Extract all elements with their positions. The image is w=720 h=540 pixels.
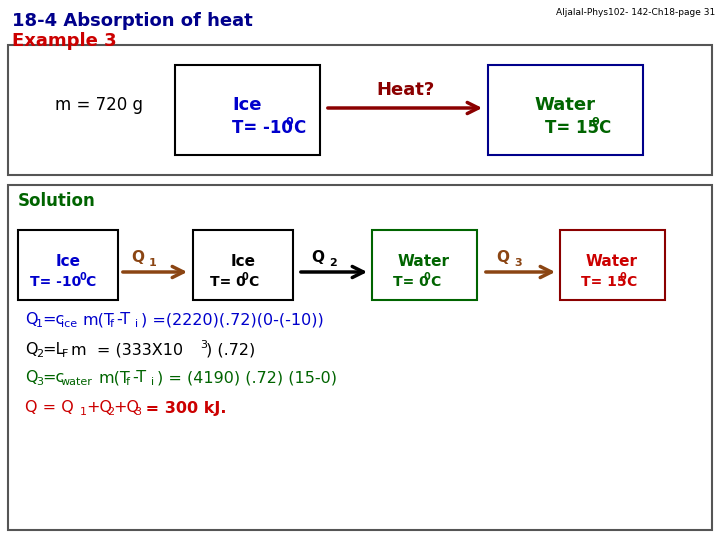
Text: m = 720 g: m = 720 g (55, 96, 143, 114)
Text: C: C (430, 275, 440, 289)
Text: m(T: m(T (98, 370, 130, 386)
Text: Q: Q (497, 251, 510, 266)
Text: C: C (248, 275, 258, 289)
Text: Water: Water (534, 96, 595, 114)
FancyBboxPatch shape (488, 65, 643, 155)
Text: Ice: Ice (55, 254, 81, 269)
Text: f: f (110, 319, 114, 329)
Text: 3: 3 (514, 258, 521, 268)
Text: ) (.72): ) (.72) (206, 342, 256, 357)
Text: C: C (626, 275, 636, 289)
Text: ) =(2220)(.72)(0-(-10)): ) =(2220)(.72)(0-(-10)) (141, 313, 324, 327)
Text: =L: =L (42, 342, 64, 357)
Text: 2: 2 (107, 407, 114, 417)
Text: 1: 1 (149, 258, 157, 268)
Text: T= -10: T= -10 (232, 119, 293, 137)
FancyBboxPatch shape (560, 230, 665, 300)
Text: T= 0: T= 0 (210, 275, 246, 289)
Text: 18-4 Absorption of heat: 18-4 Absorption of heat (12, 12, 253, 30)
Text: +Q: +Q (113, 401, 139, 415)
Text: 0: 0 (620, 272, 626, 282)
Text: Ice: Ice (233, 96, 262, 114)
Text: T= -10: T= -10 (30, 275, 81, 289)
Text: ) = (4190) (.72) (15-0): ) = (4190) (.72) (15-0) (157, 370, 337, 386)
Text: 3: 3 (134, 407, 141, 417)
FancyBboxPatch shape (372, 230, 477, 300)
Text: 1: 1 (36, 319, 43, 329)
Text: f: f (126, 377, 130, 387)
Text: Water: Water (398, 254, 450, 269)
Text: C: C (598, 119, 611, 137)
Text: Q: Q (25, 313, 37, 327)
Text: 3: 3 (200, 340, 207, 350)
Text: m(T: m(T (82, 313, 114, 327)
Text: 0: 0 (424, 272, 431, 282)
FancyBboxPatch shape (175, 65, 320, 155)
Text: Q = Q: Q = Q (25, 401, 73, 415)
Text: Q: Q (132, 251, 145, 266)
Text: -T: -T (132, 370, 146, 386)
Text: T= 15: T= 15 (581, 275, 626, 289)
Text: T= 15: T= 15 (545, 119, 599, 137)
Text: 0: 0 (286, 117, 294, 127)
Text: 1: 1 (80, 407, 87, 417)
Text: =c: =c (42, 313, 64, 327)
FancyBboxPatch shape (8, 45, 712, 175)
Text: Ice: Ice (230, 254, 256, 269)
Text: 0: 0 (79, 272, 86, 282)
Text: T= 0: T= 0 (393, 275, 428, 289)
Text: = 300 kJ.: = 300 kJ. (140, 401, 227, 415)
Text: =c: =c (42, 370, 64, 386)
Text: Solution: Solution (18, 192, 96, 210)
Text: Q: Q (25, 342, 37, 357)
Text: 0: 0 (242, 272, 248, 282)
Text: m  = (333X10: m = (333X10 (71, 342, 183, 357)
Text: +Q: +Q (86, 401, 112, 415)
Text: Example 3: Example 3 (12, 32, 117, 50)
Text: i: i (151, 377, 154, 387)
Text: 3: 3 (36, 377, 43, 387)
Text: Q: Q (25, 370, 37, 386)
Text: 2: 2 (329, 258, 337, 268)
Text: ice: ice (61, 319, 77, 329)
Text: Aljalal-Phys102- 142-Ch18-page 31: Aljalal-Phys102- 142-Ch18-page 31 (556, 8, 715, 17)
Text: F: F (62, 349, 68, 359)
Text: 0: 0 (591, 117, 598, 127)
Text: C: C (85, 275, 95, 289)
Text: Water: Water (586, 254, 638, 269)
Text: C: C (293, 119, 305, 137)
FancyBboxPatch shape (8, 185, 712, 530)
Text: 2: 2 (36, 349, 43, 359)
FancyBboxPatch shape (193, 230, 293, 300)
Text: water: water (61, 377, 93, 387)
Text: i: i (135, 319, 138, 329)
Text: -T: -T (116, 313, 130, 327)
Text: Q: Q (312, 251, 325, 266)
FancyBboxPatch shape (18, 230, 118, 300)
Text: Heat?: Heat? (376, 81, 434, 99)
